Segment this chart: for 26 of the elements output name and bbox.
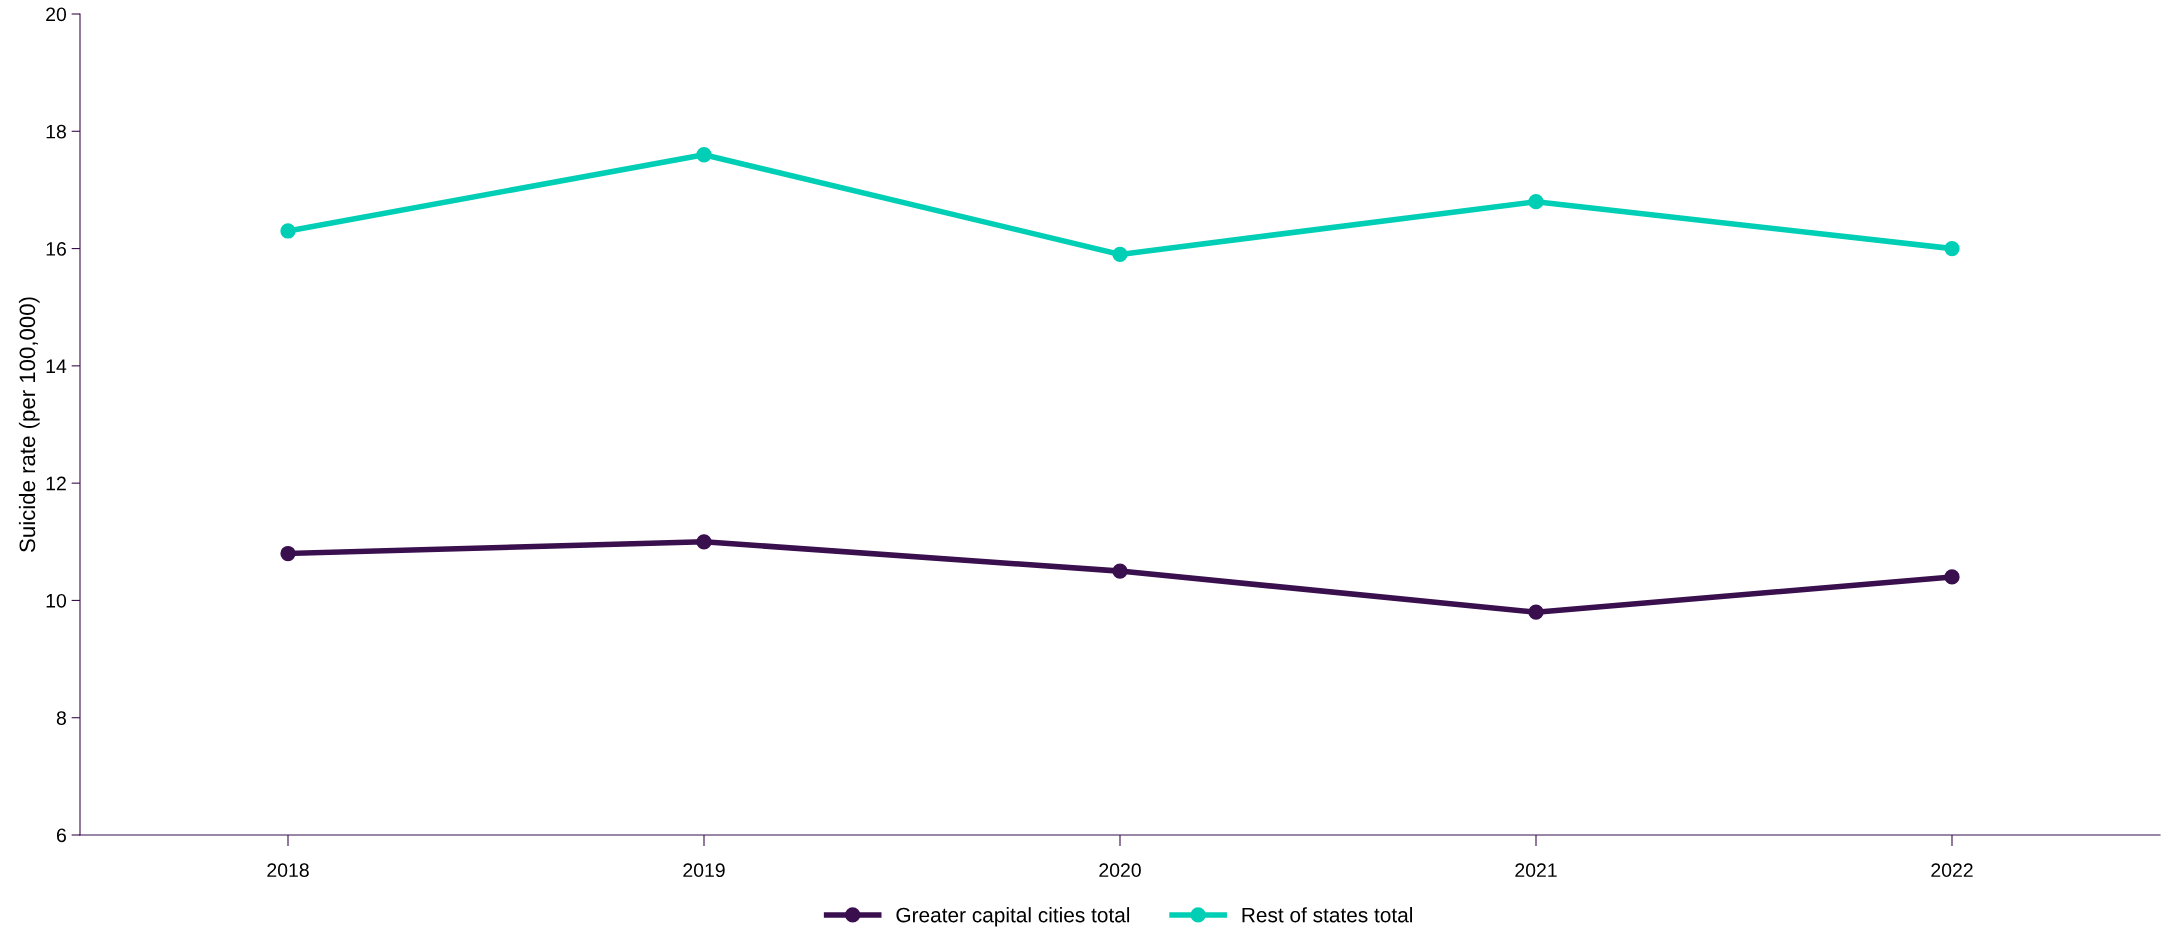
y-axis-title: Suicide rate (per 100,000) [18, 297, 40, 552]
x-tick-label: 2018 [267, 863, 309, 878]
y-tick-label: 10 [46, 593, 67, 608]
y-tick-label: 20 [46, 7, 67, 22]
point [1944, 569, 1960, 585]
point [280, 545, 296, 562]
y-tick-label: 14 [46, 359, 67, 373]
x-tick-label: 2020 [1099, 863, 1141, 878]
point [1112, 563, 1128, 579]
legend-label: Rest of states total [1242, 907, 1412, 923]
point [1528, 194, 1544, 210]
y-tick-label: 8 [56, 711, 66, 725]
y-tick-label: 6 [56, 828, 66, 843]
point [280, 223, 296, 239]
point [1112, 246, 1128, 263]
y-tick-label: 16 [46, 242, 66, 256]
x-tick-label: 2019 [683, 863, 725, 878]
x-tick-label: 2022 [1931, 863, 1973, 878]
point [696, 147, 712, 163]
x-tick-label: 2021 [1515, 863, 1557, 878]
y-tick-label: 18 [46, 124, 66, 139]
point [1528, 604, 1544, 620]
point [1944, 240, 1960, 257]
y-tick-label: 12 [46, 476, 66, 491]
point [696, 534, 712, 550]
legend-label: Greater capital cities total [896, 907, 1130, 927]
